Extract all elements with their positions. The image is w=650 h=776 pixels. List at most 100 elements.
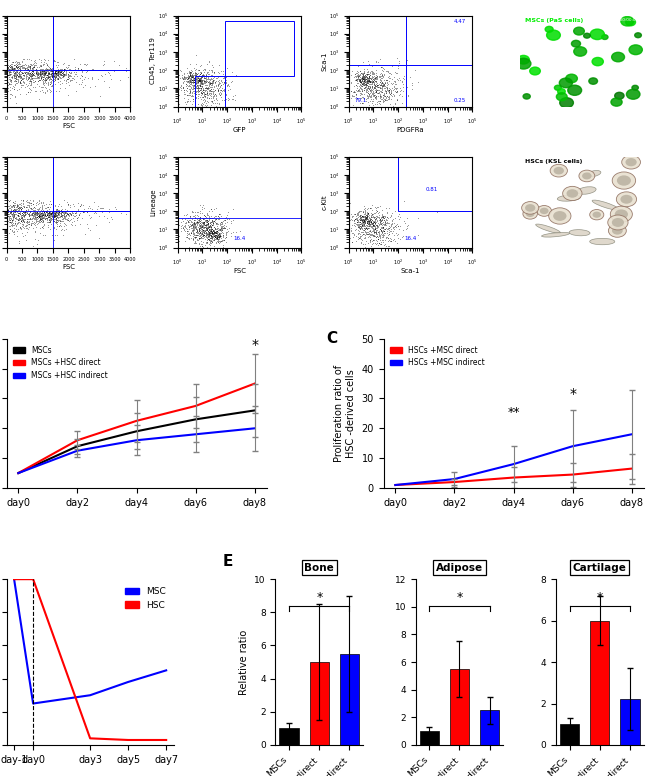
Point [366, 217, 376, 229]
Point [200, 72, 210, 85]
Point [29, 220, 40, 232]
Point [9, 100, 20, 113]
Point [3, 63, 14, 75]
Point [192, 74, 202, 86]
Point [199, 78, 209, 90]
Point [382, 76, 393, 88]
Point [52, 206, 62, 219]
Point [33, 69, 44, 81]
Point [368, 72, 378, 85]
Point [363, 219, 374, 231]
Point [354, 65, 365, 78]
Point [349, 80, 359, 92]
Point [363, 208, 374, 220]
Point [46, 208, 57, 220]
Point [20, 63, 31, 75]
Point [367, 84, 377, 96]
Point [359, 71, 370, 84]
Point [378, 71, 389, 84]
Point [27, 208, 37, 220]
Point [383, 71, 393, 83]
Point [203, 220, 214, 233]
Point [361, 217, 372, 230]
Point [188, 76, 199, 88]
Point [28, 68, 38, 80]
Point [32, 206, 43, 218]
Point [361, 70, 372, 82]
Point [203, 217, 213, 229]
Point [378, 212, 388, 224]
Point [216, 230, 226, 242]
Point [363, 215, 374, 227]
Point [194, 223, 204, 236]
Point [207, 74, 218, 86]
Point [356, 78, 367, 90]
Point [9, 65, 20, 78]
Point [70, 206, 81, 219]
Point [37, 212, 47, 224]
Point [361, 218, 372, 230]
Point [64, 74, 75, 87]
Point [202, 235, 212, 248]
Point [40, 210, 50, 222]
Point [1, 206, 12, 219]
Point [369, 71, 380, 84]
Point [368, 221, 378, 234]
Circle shape [593, 212, 601, 218]
Point [361, 72, 371, 85]
Point [44, 206, 54, 218]
Point [19, 241, 29, 254]
Point [220, 74, 231, 86]
Point [28, 100, 38, 113]
Point [384, 86, 395, 99]
Point [9, 59, 20, 71]
Point [1, 217, 12, 230]
Point [69, 53, 79, 65]
Point [398, 85, 408, 97]
Point [3, 206, 13, 218]
Point [188, 228, 199, 241]
Point [42, 57, 52, 69]
Point [365, 69, 375, 81]
Point [185, 74, 196, 87]
Point [359, 71, 370, 84]
Point [363, 99, 374, 111]
Point [25, 61, 35, 73]
Point [62, 88, 73, 101]
Point [354, 85, 365, 97]
Point [195, 240, 205, 252]
Point [196, 85, 207, 98]
Y-axis label: Lineage: Lineage [150, 189, 156, 216]
Point [22, 74, 32, 86]
Point [4, 66, 14, 78]
Point [209, 65, 219, 78]
Point [204, 234, 214, 247]
Point [53, 56, 64, 68]
Point [104, 216, 114, 228]
Point [8, 64, 18, 77]
Point [355, 211, 365, 223]
Point [182, 208, 192, 220]
Point [196, 81, 206, 94]
Point [192, 227, 202, 240]
Point [374, 227, 384, 239]
Point [41, 64, 51, 76]
Point [389, 220, 399, 233]
Point [207, 70, 217, 82]
Point [359, 72, 370, 85]
Point [72, 212, 82, 224]
Point [1, 67, 12, 79]
Point [214, 228, 224, 241]
Point [3, 204, 14, 217]
Point [88, 241, 99, 254]
Point [377, 210, 387, 223]
Point [198, 91, 209, 103]
Point [16, 72, 26, 85]
Point [27, 68, 38, 81]
Point [214, 87, 224, 99]
Point [370, 88, 380, 101]
Point [64, 64, 75, 76]
Point [214, 230, 224, 242]
Point [370, 72, 380, 85]
Point [385, 88, 396, 100]
